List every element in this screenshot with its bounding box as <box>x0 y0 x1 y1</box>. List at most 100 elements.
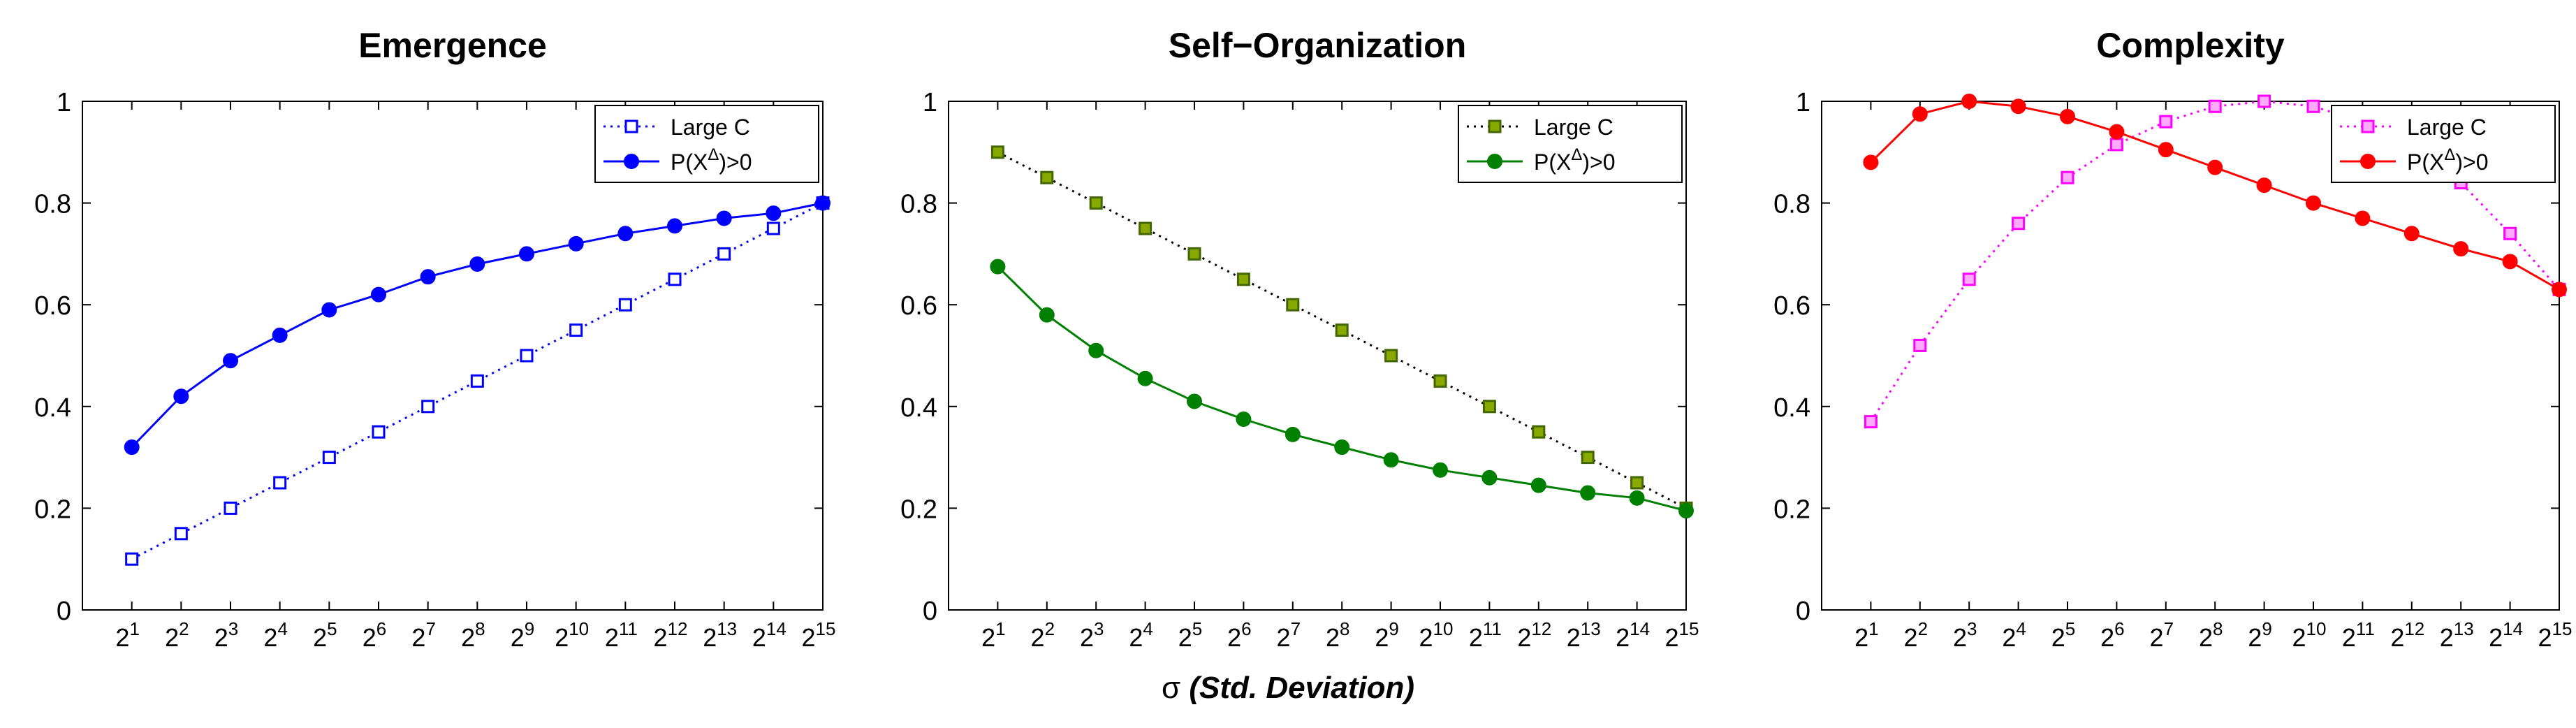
x-tick-label: 213 <box>1567 618 1601 652</box>
data-point-s2-15 <box>2552 282 2567 298</box>
legend-label-1: Large C <box>2407 115 2487 140</box>
data-point-s2-13 <box>1580 485 1596 501</box>
y-tick-label: 1 <box>1796 88 1810 117</box>
y-tick-label: 0 <box>923 597 937 626</box>
y-tick-label: 0 <box>1796 597 1810 626</box>
x-tick-label: 215 <box>1665 618 1699 652</box>
data-point-s1-4 <box>2012 217 2026 231</box>
data-point-s1-9 <box>520 349 534 363</box>
data-point-s2-2 <box>1912 106 1928 122</box>
data-point-s1-5 <box>1187 247 1201 261</box>
legend-marker-2 <box>2360 154 2376 169</box>
x-axis-label-text: (Std. Deviation) <box>1189 671 1415 705</box>
data-point-s1-14 <box>766 221 780 235</box>
x-tick-label: 24 <box>1129 618 1153 652</box>
data-point-s1-5 <box>322 451 336 465</box>
y-tick-label: 0 <box>57 597 71 626</box>
data-point-s1-12 <box>1532 425 1546 439</box>
x-tick-label: 22 <box>1031 618 1055 652</box>
data-point-s1-7 <box>1286 298 1300 312</box>
y-tick-label: 1 <box>923 88 937 117</box>
x-tick-label: 213 <box>703 618 737 652</box>
x-tick-label: 24 <box>2002 618 2026 652</box>
x-tick-label: 212 <box>1517 618 1551 652</box>
data-point-s2-9 <box>2256 177 2272 194</box>
data-point-s1-10 <box>569 323 583 337</box>
legend-box <box>594 105 819 183</box>
data-point-s1-7 <box>2159 115 2173 129</box>
x-tick-label: 25 <box>2051 618 2076 652</box>
legend-marker-1 <box>1488 119 1502 133</box>
x-tick-label: 26 <box>2100 618 2125 652</box>
data-point-s1-11 <box>1482 400 1496 414</box>
data-point-s2-11 <box>2355 210 2371 226</box>
data-point-s1-4 <box>1139 221 1152 235</box>
x-tick-label: 211 <box>2342 618 2375 652</box>
legend-label-1: Large C <box>671 115 750 140</box>
chart-panel-3: Complexity 0 0.2 0.4 0.6 0.8 1 21 22 23 24 25 26 27 28… <box>1773 26 2572 652</box>
x-tick-label: 26 <box>1227 618 1252 652</box>
chart-title: Complexity <box>2096 26 2285 65</box>
data-point-s2-8 <box>1334 439 1350 456</box>
y-tick-label: 0.8 <box>900 190 937 219</box>
legend-marker-1 <box>624 119 638 133</box>
data-point-s2-7 <box>2158 142 2174 158</box>
data-point-s1-9 <box>1384 349 1398 363</box>
x-tick-label: 25 <box>1178 618 1203 652</box>
data-point-s1-1 <box>990 145 1004 159</box>
x-tick-label: 21 <box>115 618 140 652</box>
series-line-2 <box>131 202 824 449</box>
plot-area-frame <box>82 101 824 611</box>
data-point-s1-1 <box>125 552 139 566</box>
data-point-s2-15 <box>815 195 830 211</box>
y-tick-label: 0.8 <box>34 190 71 219</box>
data-point-s2-12 <box>1530 477 1546 493</box>
chart-title: Emergence <box>358 26 547 65</box>
data-point-s2-4 <box>2010 99 2026 115</box>
x-tick-label: 215 <box>2538 618 2573 652</box>
data-point-s1-3 <box>224 501 237 515</box>
data-point-s1-3 <box>1962 272 1976 286</box>
x-tick-label: 28 <box>1326 618 1350 652</box>
data-point-s2-7 <box>420 269 436 285</box>
data-point-s2-1 <box>990 259 1006 275</box>
x-tick-label: 22 <box>165 618 189 652</box>
data-point-s1-13 <box>1581 451 1595 465</box>
data-point-s2-4 <box>272 327 288 343</box>
y-tick-label: 0.8 <box>1773 190 1810 219</box>
data-point-s2-5 <box>321 302 337 318</box>
x-tick-label: 214 <box>752 618 786 652</box>
x-tick-label: 212 <box>2390 618 2424 652</box>
data-point-s1-6 <box>1236 272 1250 286</box>
x-tick-label: 213 <box>2440 618 2474 652</box>
data-point-s2-5 <box>1187 393 1202 409</box>
data-point-s2-10 <box>2306 195 2321 211</box>
data-point-s1-8 <box>2208 99 2222 113</box>
data-point-s2-2 <box>1039 307 1055 323</box>
x-tick-label: 24 <box>263 618 288 652</box>
x-tick-label: 25 <box>313 618 337 652</box>
shared-x-axis-label: σ (Std. Deviation) <box>0 671 2576 706</box>
data-point-s1-8 <box>470 374 484 388</box>
legend-marker-2 <box>624 154 639 169</box>
x-tick-label: 211 <box>605 618 638 652</box>
x-tick-label: 215 <box>802 618 836 652</box>
y-tick-label: 0.6 <box>1773 291 1810 321</box>
plot-area-frame <box>1821 101 2560 611</box>
data-point-s1-3 <box>1089 196 1103 210</box>
data-point-s1-6 <box>372 425 386 439</box>
data-point-s2-6 <box>2109 124 2125 140</box>
x-tick-label: 23 <box>214 618 239 652</box>
data-point-s2-14 <box>766 205 782 221</box>
y-tick-label: 0.6 <box>34 291 71 321</box>
x-tick-label: 28 <box>2199 618 2223 652</box>
x-tick-label: 26 <box>363 618 387 652</box>
data-point-s2-8 <box>2207 159 2223 175</box>
data-point-s1-4 <box>273 476 287 490</box>
data-point-s2-4 <box>1137 370 1153 386</box>
data-point-s1-1 <box>1864 415 1878 429</box>
x-tick-label: 214 <box>1616 618 1650 652</box>
data-point-s1-12 <box>668 272 682 286</box>
data-point-s1-7 <box>421 400 435 414</box>
